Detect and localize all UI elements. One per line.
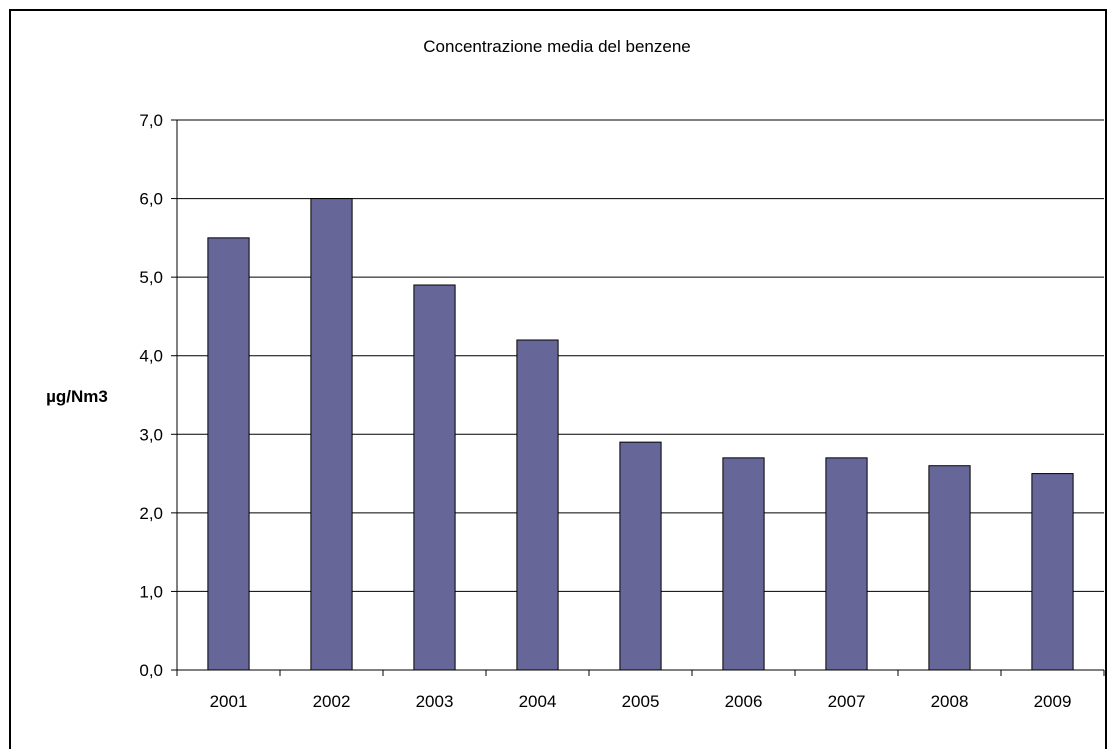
y-axis-label: µg/Nm3	[46, 387, 108, 406]
x-tick-label: 2005	[622, 692, 660, 711]
bar-2009	[1031, 473, 1074, 671]
bar-2008	[928, 465, 971, 671]
x-tick-label: 2007	[828, 692, 866, 711]
bar-2004	[516, 339, 559, 671]
bar-2001	[207, 237, 250, 671]
bar-2003	[413, 284, 456, 671]
y-tick-label: 2,0	[139, 504, 163, 523]
bars	[207, 198, 1074, 671]
chart-title: Concentrazione media del benzene	[423, 37, 690, 56]
y-tick-label: 5,0	[139, 268, 163, 287]
x-tick-labels: 2001 2002 2003 2004 2005 2006 2007 2008 2009	[210, 692, 1072, 711]
y-tick-label: 4,0	[139, 347, 163, 366]
x-tick-label: 2006	[725, 692, 763, 711]
y-tick-label: 1,0	[139, 582, 163, 601]
y-tick-label: 0,0	[139, 661, 163, 680]
bar-2007	[825, 457, 868, 671]
bar-2006	[722, 457, 765, 671]
y-tick-label: 3,0	[139, 425, 163, 444]
y-tick-labels: 0,0 1,0 2,0 3,0 4,0 5,0 6,0 7,0	[139, 111, 163, 680]
y-tick-label: 7,0	[139, 111, 163, 130]
x-tick-label: 2002	[313, 692, 351, 711]
x-tick-label: 2004	[519, 692, 557, 711]
x-tick-label: 2001	[210, 692, 248, 711]
x-tick-label: 2003	[416, 692, 454, 711]
bar-2005	[619, 441, 662, 671]
x-tick-label: 2008	[931, 692, 969, 711]
bar-2002	[310, 198, 353, 671]
axes	[171, 119, 1105, 676]
x-tick-label: 2009	[1034, 692, 1072, 711]
y-tick-label: 6,0	[139, 190, 163, 209]
